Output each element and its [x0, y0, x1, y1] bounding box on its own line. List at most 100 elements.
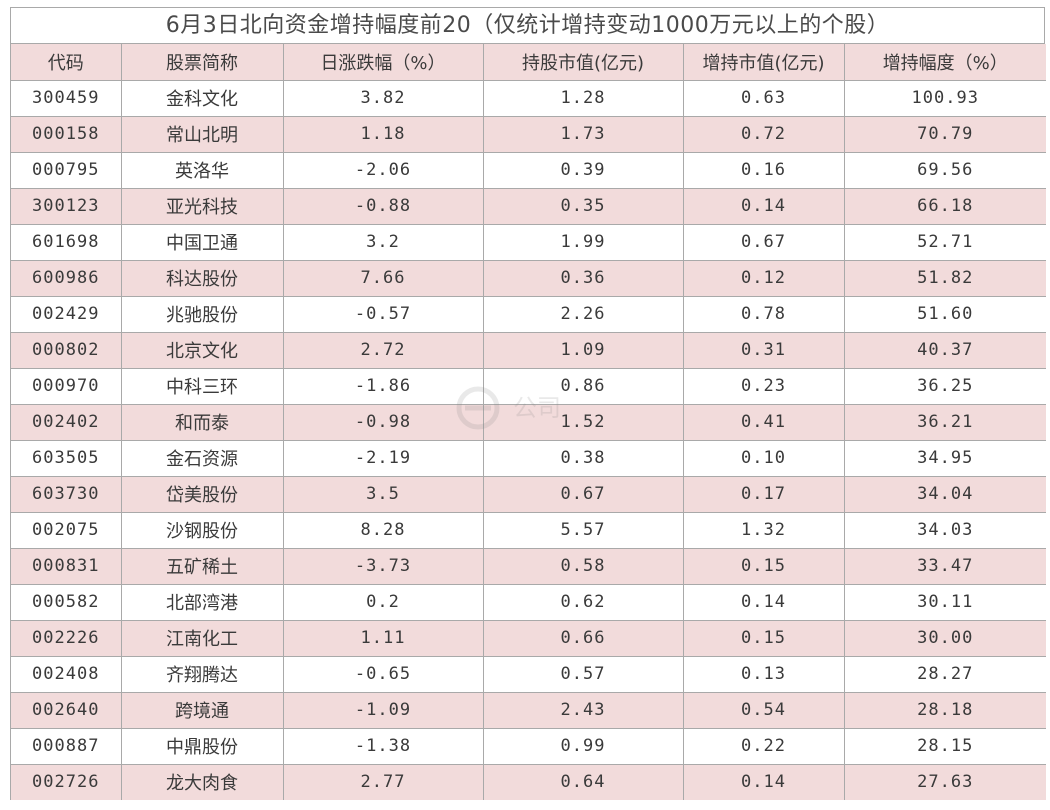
cell-holding-value: 2.26	[482, 295, 684, 333]
cell-increase-pct: 51.82	[843, 259, 1046, 297]
table-row: 002429 兆驰股份 -0.57 2.26 0.78 51.60	[11, 295, 1046, 333]
cell-holding-value: 1.09	[482, 331, 684, 369]
cell-increase-pct: 69.56	[843, 151, 1046, 189]
cell-increase-pct: 36.25	[843, 367, 1046, 405]
cell-name: 科达股份	[120, 259, 284, 297]
cell-name: 常山北明	[120, 115, 284, 153]
cell-added-value: 0.14	[682, 187, 845, 225]
cell-name: 龙大肉食	[120, 763, 284, 800]
cell-name: 中鼎股份	[120, 727, 284, 765]
cell-holding-value: 0.67	[482, 475, 684, 513]
table-row: 600986 科达股份 7.66 0.36 0.12 51.82	[11, 259, 1046, 297]
cell-code: 000970	[11, 367, 122, 405]
cell-holding-value: 1.73	[482, 115, 684, 153]
cell-code: 000887	[11, 727, 122, 765]
cell-holding-value: 0.57	[482, 655, 684, 693]
cell-code: 000802	[11, 331, 122, 369]
cell-added-value: 0.23	[682, 367, 845, 405]
table-row: 000887 中鼎股份 -1.38 0.99 0.22 28.15	[11, 727, 1046, 765]
cell-name: 五矿稀土	[120, 547, 284, 585]
cell-holding-value: 0.39	[482, 151, 684, 189]
header-added-value: 增持市值(亿元)	[682, 44, 845, 81]
cell-name: 中国卫通	[120, 223, 284, 261]
cell-holding-value: 0.66	[482, 619, 684, 657]
cell-added-value: 0.15	[682, 547, 845, 585]
cell-daily-change: -0.88	[282, 187, 484, 225]
cell-added-value: 0.10	[682, 439, 845, 477]
table-row: 000970 中科三环 -1.86 0.86 0.23 36.25	[11, 367, 1046, 405]
cell-name: 北部湾港	[120, 583, 284, 621]
cell-name: 跨境通	[120, 691, 284, 729]
cell-increase-pct: 52.71	[843, 223, 1046, 261]
cell-added-value: 0.22	[682, 727, 845, 765]
cell-holding-value: 1.99	[482, 223, 684, 261]
cell-increase-pct: 28.15	[843, 727, 1046, 765]
cell-name: 金石资源	[120, 439, 284, 477]
cell-daily-change: -0.65	[282, 655, 484, 693]
cell-code: 601698	[11, 223, 122, 261]
table-row: 603505 金石资源 -2.19 0.38 0.10 34.95	[11, 439, 1046, 477]
cell-daily-change: 3.5	[282, 475, 484, 513]
cell-added-value: 0.17	[682, 475, 845, 513]
cell-increase-pct: 28.27	[843, 655, 1046, 693]
table-row: 002075 沙钢股份 8.28 5.57 1.32 34.03	[11, 511, 1046, 549]
cell-name: 和而泰	[120, 403, 284, 441]
table-row: 002402 和而泰 -0.98 1.52 0.41 36.21	[11, 403, 1046, 441]
cell-increase-pct: 36.21	[843, 403, 1046, 441]
cell-increase-pct: 34.95	[843, 439, 1046, 477]
cell-increase-pct: 66.18	[843, 187, 1046, 225]
cell-increase-pct: 100.93	[843, 79, 1046, 117]
cell-code: 300123	[11, 187, 122, 225]
cell-code: 603505	[11, 439, 122, 477]
cell-increase-pct: 34.03	[843, 511, 1046, 549]
cell-added-value: 0.16	[682, 151, 845, 189]
cell-holding-value: 0.35	[482, 187, 684, 225]
table-row: 601698 中国卫通 3.2 1.99 0.67 52.71	[11, 223, 1046, 261]
table-row: 000582 北部湾港 0.2 0.62 0.14 30.11	[11, 583, 1046, 621]
cell-holding-value: 1.52	[482, 403, 684, 441]
cell-daily-change: -2.06	[282, 151, 484, 189]
cell-increase-pct: 34.04	[843, 475, 1046, 513]
cell-increase-pct: 30.11	[843, 583, 1046, 621]
table-row: 300123 亚光科技 -0.88 0.35 0.14 66.18	[11, 187, 1046, 225]
cell-added-value: 1.32	[682, 511, 845, 549]
cell-daily-change: 3.82	[282, 79, 484, 117]
cell-daily-change: -3.73	[282, 547, 484, 585]
cell-holding-value: 0.36	[482, 259, 684, 297]
cell-code: 000582	[11, 583, 122, 621]
table-row: 000802 北京文化 2.72 1.09 0.31 40.37	[11, 331, 1046, 369]
cell-increase-pct: 70.79	[843, 115, 1046, 153]
data-table-panel: 6月3日北向资金增持幅度前20（仅统计增持变动1000万元以上的个股） 代码 股…	[10, 7, 1046, 800]
cell-added-value: 0.13	[682, 655, 845, 693]
cell-code: 300459	[11, 79, 122, 117]
cell-holding-value: 0.62	[482, 583, 684, 621]
cell-name: 北京文化	[120, 331, 284, 369]
cell-name: 岱美股份	[120, 475, 284, 513]
cell-code: 000831	[11, 547, 122, 585]
cell-daily-change: 7.66	[282, 259, 484, 297]
cell-added-value: 0.54	[682, 691, 845, 729]
cell-increase-pct: 40.37	[843, 331, 1046, 369]
cell-increase-pct: 27.63	[843, 763, 1046, 800]
cell-added-value: 0.14	[682, 763, 845, 800]
cell-holding-value: 0.38	[482, 439, 684, 477]
cell-added-value: 0.31	[682, 331, 845, 369]
cell-added-value: 0.63	[682, 79, 845, 117]
cell-holding-value: 0.99	[482, 727, 684, 765]
cell-added-value: 0.72	[682, 115, 845, 153]
cell-holding-value: 1.28	[482, 79, 684, 117]
cell-daily-change: -0.98	[282, 403, 484, 441]
cell-code: 002640	[11, 691, 122, 729]
table-row: 002640 跨境通 -1.09 2.43 0.54 28.18	[11, 691, 1046, 729]
cell-daily-change: -2.19	[282, 439, 484, 477]
cell-daily-change: -1.09	[282, 691, 484, 729]
cell-name: 金科文化	[120, 79, 284, 117]
cell-code: 002726	[11, 763, 122, 800]
cell-name: 沙钢股份	[120, 511, 284, 549]
cell-code: 600986	[11, 259, 122, 297]
cell-name: 中科三环	[120, 367, 284, 405]
table-row: 002726 龙大肉食 2.77 0.64 0.14 27.63	[11, 763, 1046, 800]
cell-daily-change: -0.57	[282, 295, 484, 333]
header-holding-value: 持股市值(亿元)	[482, 44, 684, 81]
table-row: 300459 金科文化 3.82 1.28 0.63 100.93	[11, 79, 1046, 117]
